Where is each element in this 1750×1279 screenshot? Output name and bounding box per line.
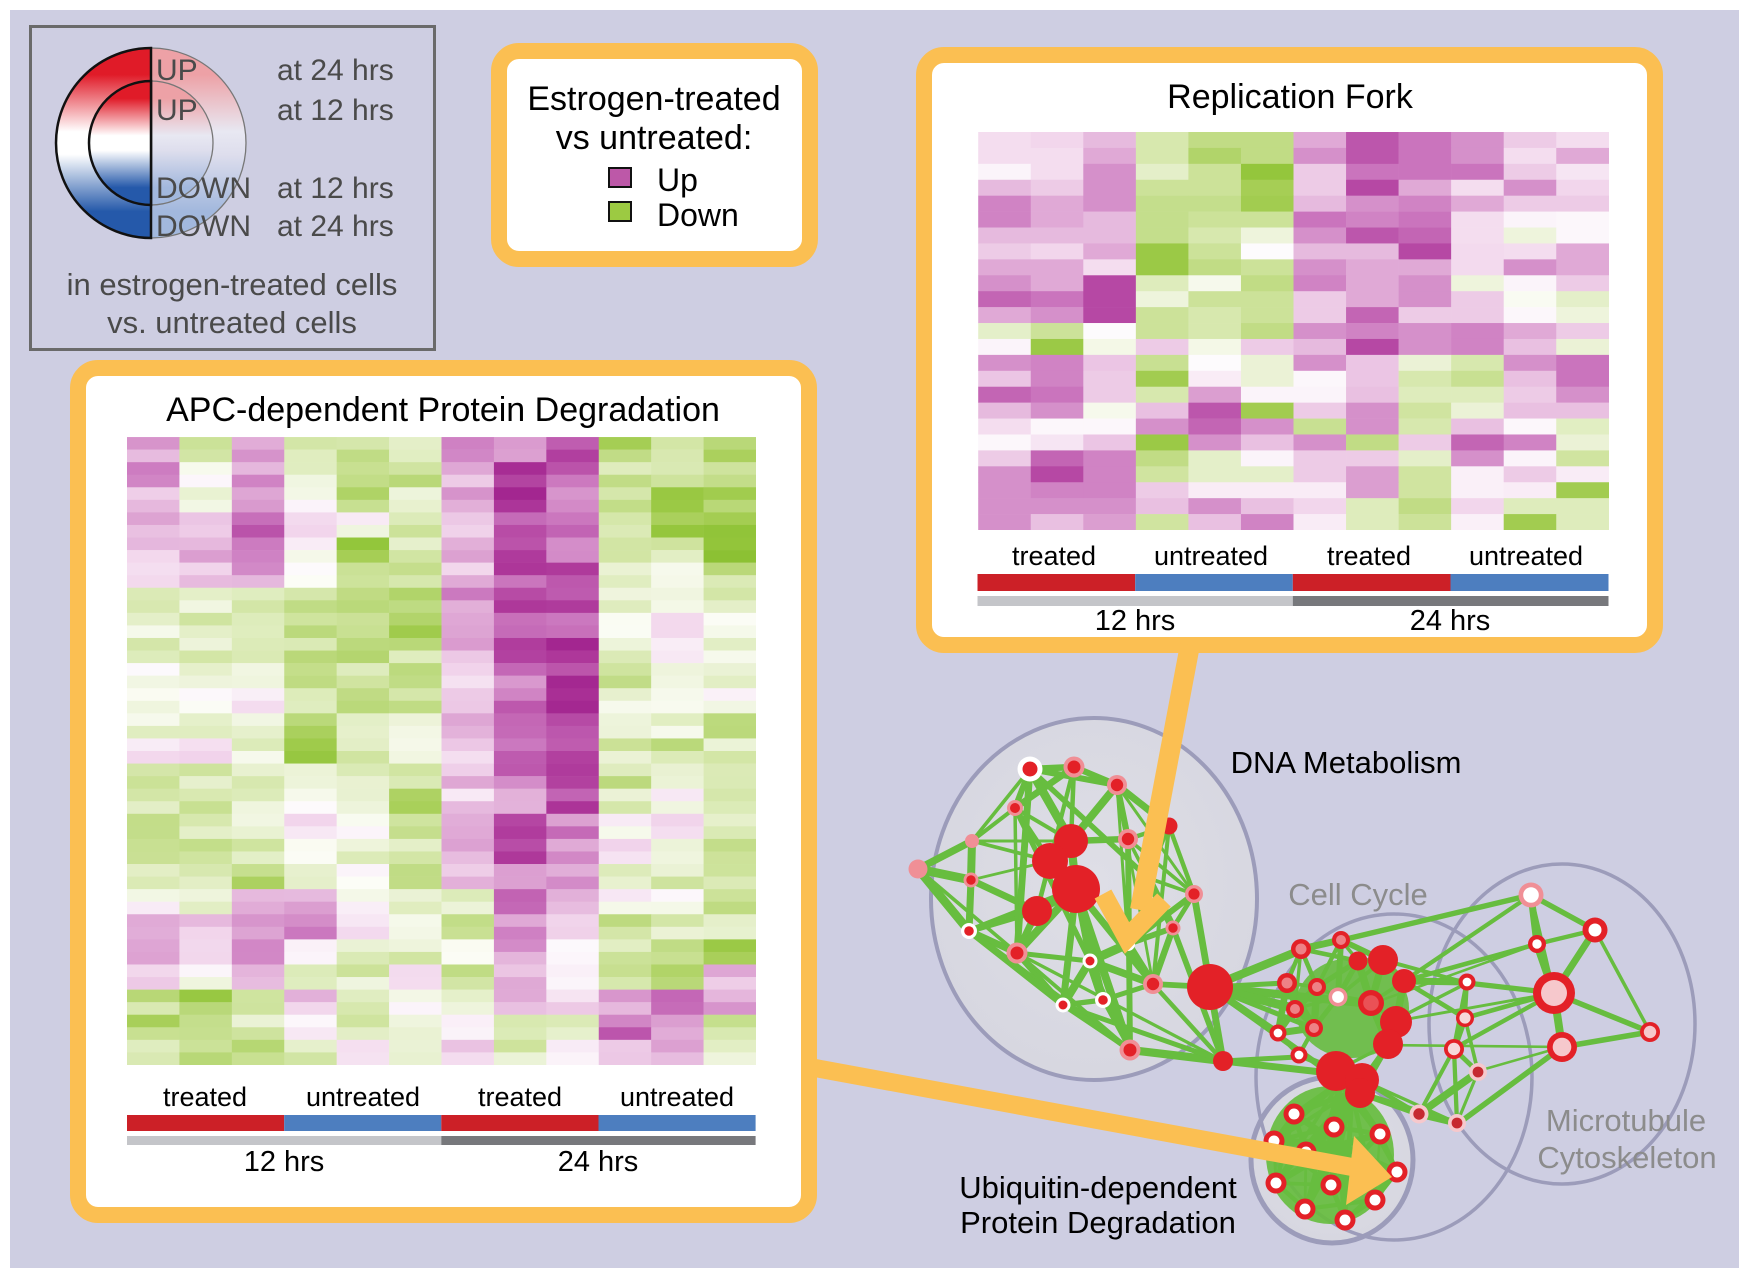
svg-text:Cytoskeleton: Cytoskeleton <box>1537 1140 1716 1175</box>
svg-text:Protein Degradation: Protein Degradation <box>960 1205 1236 1240</box>
svg-text:Cell Cycle: Cell Cycle <box>1288 877 1428 912</box>
svg-text:Ubiquitin-dependent: Ubiquitin-dependent <box>959 1170 1237 1205</box>
svg-text:DNA Metabolism: DNA Metabolism <box>1231 745 1462 780</box>
svg-text:Microtubule: Microtubule <box>1546 1103 1706 1138</box>
